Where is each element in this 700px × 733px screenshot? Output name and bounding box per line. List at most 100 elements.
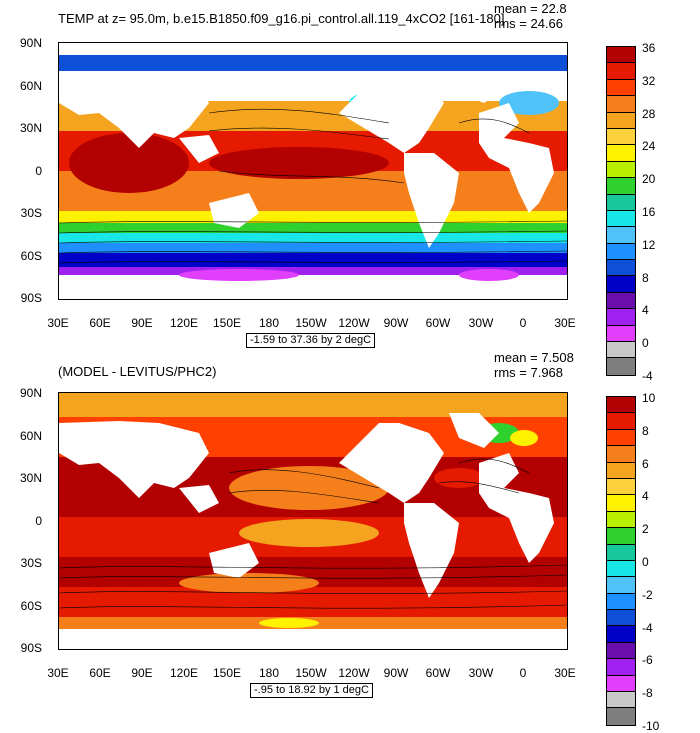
colorbar-label: 28: [642, 106, 656, 121]
colorbar-label: 0: [642, 555, 649, 569]
colorbar-label: -4: [642, 620, 653, 635]
colorbar-label: -8: [642, 686, 653, 701]
panel1-lon-label: 120W: [338, 316, 370, 330]
colorbar-swatch: [607, 96, 635, 113]
colorbar-label: -10: [642, 719, 660, 733]
panel1-title: TEMP at z= 95.0m, b.e15.B1850.f09_g16.pi…: [58, 11, 505, 26]
colorbar-label: 6: [642, 456, 649, 471]
panel1-lat-label: 90N: [19, 36, 42, 50]
colorbar-label: 32: [642, 73, 656, 88]
colorbar-swatch: [607, 413, 635, 430]
colorbar-swatch: [607, 659, 635, 676]
panel2-lat-label: 60S: [20, 599, 42, 613]
colorbar-swatch: [607, 577, 635, 594]
colorbar-swatch: [607, 79, 635, 97]
colorbar-swatch: [607, 642, 635, 660]
colorbar-label: 36: [642, 41, 656, 55]
panel1-lon-label: 30E: [554, 316, 576, 330]
colorbar-label: 8: [642, 423, 649, 438]
panel1-lon-label: 0: [519, 316, 527, 330]
colorbar-swatch: [607, 161, 635, 179]
panel2-lat-label: 0: [35, 514, 42, 528]
panel1-lon-label: 60W: [425, 316, 451, 330]
panel2-lon-label: 60E: [89, 666, 111, 680]
colorbar-swatch: [607, 194, 635, 211]
colorbar-label: 4: [642, 303, 649, 318]
colorbar-swatch: [607, 325, 635, 343]
panel1-lat-label: 0: [35, 164, 42, 178]
panel1-lon-label: 30W: [468, 316, 494, 330]
panel1-map: [58, 42, 568, 300]
colorbar-swatch: [607, 560, 635, 578]
panel2-title: (MODEL - LEVITUS/PHC2): [58, 364, 217, 379]
colorbar-swatch: [607, 128, 635, 146]
colorbar-swatch: [607, 309, 635, 326]
colorbar-label: 4: [642, 489, 649, 504]
panel2-lon-label: 120E: [169, 666, 199, 680]
panel2-lon-label: 30E: [47, 666, 69, 680]
colorbar-label: 8: [642, 270, 649, 285]
colorbar-label: -2: [642, 587, 653, 602]
panel2-map: [58, 392, 568, 650]
colorbar-swatch: [607, 528, 635, 545]
panel2-lon-label: 30E: [554, 666, 576, 680]
panel1-lat-label: 60N: [19, 79, 42, 93]
colorbar-label: 2: [642, 522, 649, 537]
panel1-lon-label: 90W: [383, 316, 409, 330]
colorbar-swatch: [607, 210, 635, 228]
panel2-lon-label: 150W: [295, 666, 327, 680]
panel2-lon-label: 180: [258, 666, 280, 680]
panel2-lon-label: 120W: [338, 666, 370, 680]
panel2-lon-label: 0: [519, 666, 527, 680]
colorbar-swatch: [607, 544, 635, 561]
colorbar-swatch: [607, 478, 635, 496]
colorbar-swatch: [607, 243, 635, 261]
panel1-lon-label: 150E: [212, 316, 242, 330]
colorbar-swatch: [607, 63, 635, 80]
panel2-lon-label: 150E: [212, 666, 242, 680]
colorbar-swatch: [607, 145, 635, 162]
panel2-lon-label: 60W: [425, 666, 451, 680]
colorbar-swatch: [607, 593, 635, 611]
colorbar-label: 16: [642, 205, 656, 219]
colorbar-swatch: [607, 708, 635, 725]
panel1-lon-label: 180: [258, 316, 280, 330]
colorbar-swatch: [607, 292, 635, 310]
panel2-lat-label: 30N: [19, 471, 42, 485]
panel1-lon-label: 60E: [89, 316, 111, 330]
panel1-lat-label: 30N: [19, 121, 42, 135]
panel1-lon-label: 150W: [295, 316, 327, 330]
colorbar-swatch: [607, 462, 635, 479]
colorbar-swatch: [607, 675, 635, 693]
panel2-lat-label: 90S: [20, 641, 42, 655]
panel1-range-box: -1.59 to 37.36 by 2 degC: [246, 333, 376, 348]
colorbar-swatch: [607, 178, 635, 195]
panel2-colorbar: [606, 396, 636, 726]
panel2-lon-label: 30W: [468, 666, 494, 680]
colorbar-swatch: [607, 511, 635, 529]
colorbar-swatch: [607, 47, 635, 64]
panel1-mean: mean = 22.8: [494, 1, 567, 16]
colorbar-swatch: [607, 397, 635, 414]
panel2-rms: rms = 7.968: [494, 365, 564, 380]
panel2-mean: mean = 7.508: [494, 350, 574, 365]
colorbar-swatch: [607, 112, 635, 129]
colorbar-swatch: [607, 260, 635, 277]
colorbar-swatch: [607, 495, 635, 512]
colorbar-label: 20: [642, 172, 656, 187]
panel2-lat-label: 60N: [19, 429, 42, 443]
panel2-lon-label: 90E: [131, 666, 153, 680]
panel1-lon-label: 90E: [131, 316, 153, 330]
colorbar-swatch: [607, 692, 635, 709]
colorbar-swatch: [607, 610, 635, 627]
panel1-lat-label: 30S: [20, 206, 42, 220]
colorbar-label: 0: [642, 336, 649, 351]
panel1-lat-label: 60S: [20, 249, 42, 263]
panel1-colorbar: [606, 46, 636, 376]
colorbar-label: 24: [642, 139, 656, 154]
panel2-lon-label: 90W: [383, 666, 409, 680]
colorbar-label: -4: [642, 369, 653, 383]
panel2-lat-label: 90N: [19, 386, 42, 400]
colorbar-swatch: [607, 342, 635, 359]
colorbar-swatch: [607, 227, 635, 244]
